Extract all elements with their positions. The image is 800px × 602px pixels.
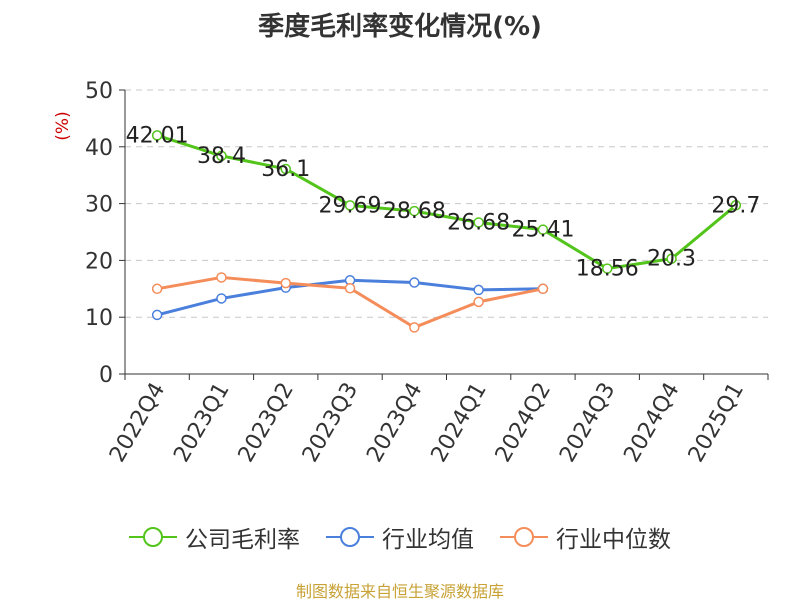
- data-point: [409, 322, 420, 333]
- y-tick-label: 40: [85, 136, 113, 161]
- data-point: [216, 272, 227, 283]
- data-point: [473, 217, 484, 228]
- data-point: [666, 253, 677, 264]
- data-point: [730, 200, 742, 211]
- data-point: [409, 277, 420, 288]
- x-tick-label: 2023Q4: [362, 379, 427, 467]
- data-point: [151, 309, 163, 321]
- y-tick-label: 30: [85, 193, 113, 218]
- y-tick-label: 0: [99, 363, 113, 388]
- series-line: [156, 133, 737, 271]
- data-label: 28.68: [383, 199, 446, 224]
- data-label: 20.3: [647, 247, 696, 272]
- x-tick-label: 2024Q1: [427, 379, 492, 467]
- line-circle-icon: [326, 527, 374, 547]
- legend-label: 行业均值: [382, 527, 474, 553]
- data-point: [216, 150, 227, 162]
- data-label: 18.56: [576, 257, 639, 282]
- line-circle-icon: [500, 527, 548, 547]
- data-point: [409, 205, 420, 217]
- legend-item[interactable]: 行业均值: [326, 520, 474, 554]
- data-label: 42.01: [126, 123, 189, 148]
- y-tick-label: 50: [85, 79, 113, 104]
- y-axis-label: (%): [53, 111, 73, 140]
- x-tick-label: 2024Q4: [619, 379, 684, 467]
- grid-lines: [125, 89, 768, 318]
- source-note: 制图数据来自恒生聚源数据库: [295, 582, 504, 601]
- line-circle-icon: [129, 527, 177, 547]
- legend-label: 公司毛利率: [185, 527, 300, 553]
- legend: 公司毛利率 行业均值 行业中位数: [0, 520, 800, 554]
- data-point: [344, 200, 356, 211]
- data-point: [280, 277, 291, 289]
- x-tick-label: 2025Q1: [684, 379, 749, 467]
- data-label: 38.4: [197, 144, 246, 169]
- legend-circle: [143, 527, 163, 547]
- legend-item[interactable]: 公司毛利率: [129, 520, 300, 554]
- y-tick-label: 10: [85, 306, 113, 331]
- legend-circle: [514, 527, 534, 547]
- data-label: 36.1: [261, 157, 310, 182]
- x-tick-label: 2024Q2: [491, 379, 556, 467]
- data-point: [216, 293, 227, 304]
- data-label: 29.69: [319, 193, 382, 218]
- data-label: 29.7: [711, 193, 760, 218]
- legend-circle: [340, 527, 360, 547]
- y-tick-label: 20: [85, 249, 113, 274]
- chart-title: 季度毛利率变化情况(%): [258, 12, 542, 42]
- series-lines: [151, 130, 742, 333]
- legend-label: 行业中位数: [556, 527, 671, 553]
- data-point: [473, 296, 484, 308]
- data-point: [151, 283, 163, 295]
- x-tick-label: 2024Q3: [555, 379, 620, 467]
- data-point: [602, 263, 613, 274]
- data-point: [473, 284, 484, 296]
- x-tick-label: 2023Q1: [169, 379, 234, 467]
- legend-item[interactable]: 行业中位数: [500, 520, 671, 554]
- data-point: [537, 224, 549, 235]
- data-label: 25.41: [511, 218, 574, 243]
- data-point: [344, 282, 356, 294]
- x-tick-label: 2022Q4: [105, 379, 170, 467]
- data-point: [151, 130, 163, 141]
- data-point: [537, 283, 549, 295]
- x-tick-label: 2023Q3: [298, 379, 363, 467]
- data-label: 26.68: [447, 210, 510, 235]
- data-point: [280, 163, 291, 175]
- x-tick-label: 2023Q2: [234, 379, 299, 467]
